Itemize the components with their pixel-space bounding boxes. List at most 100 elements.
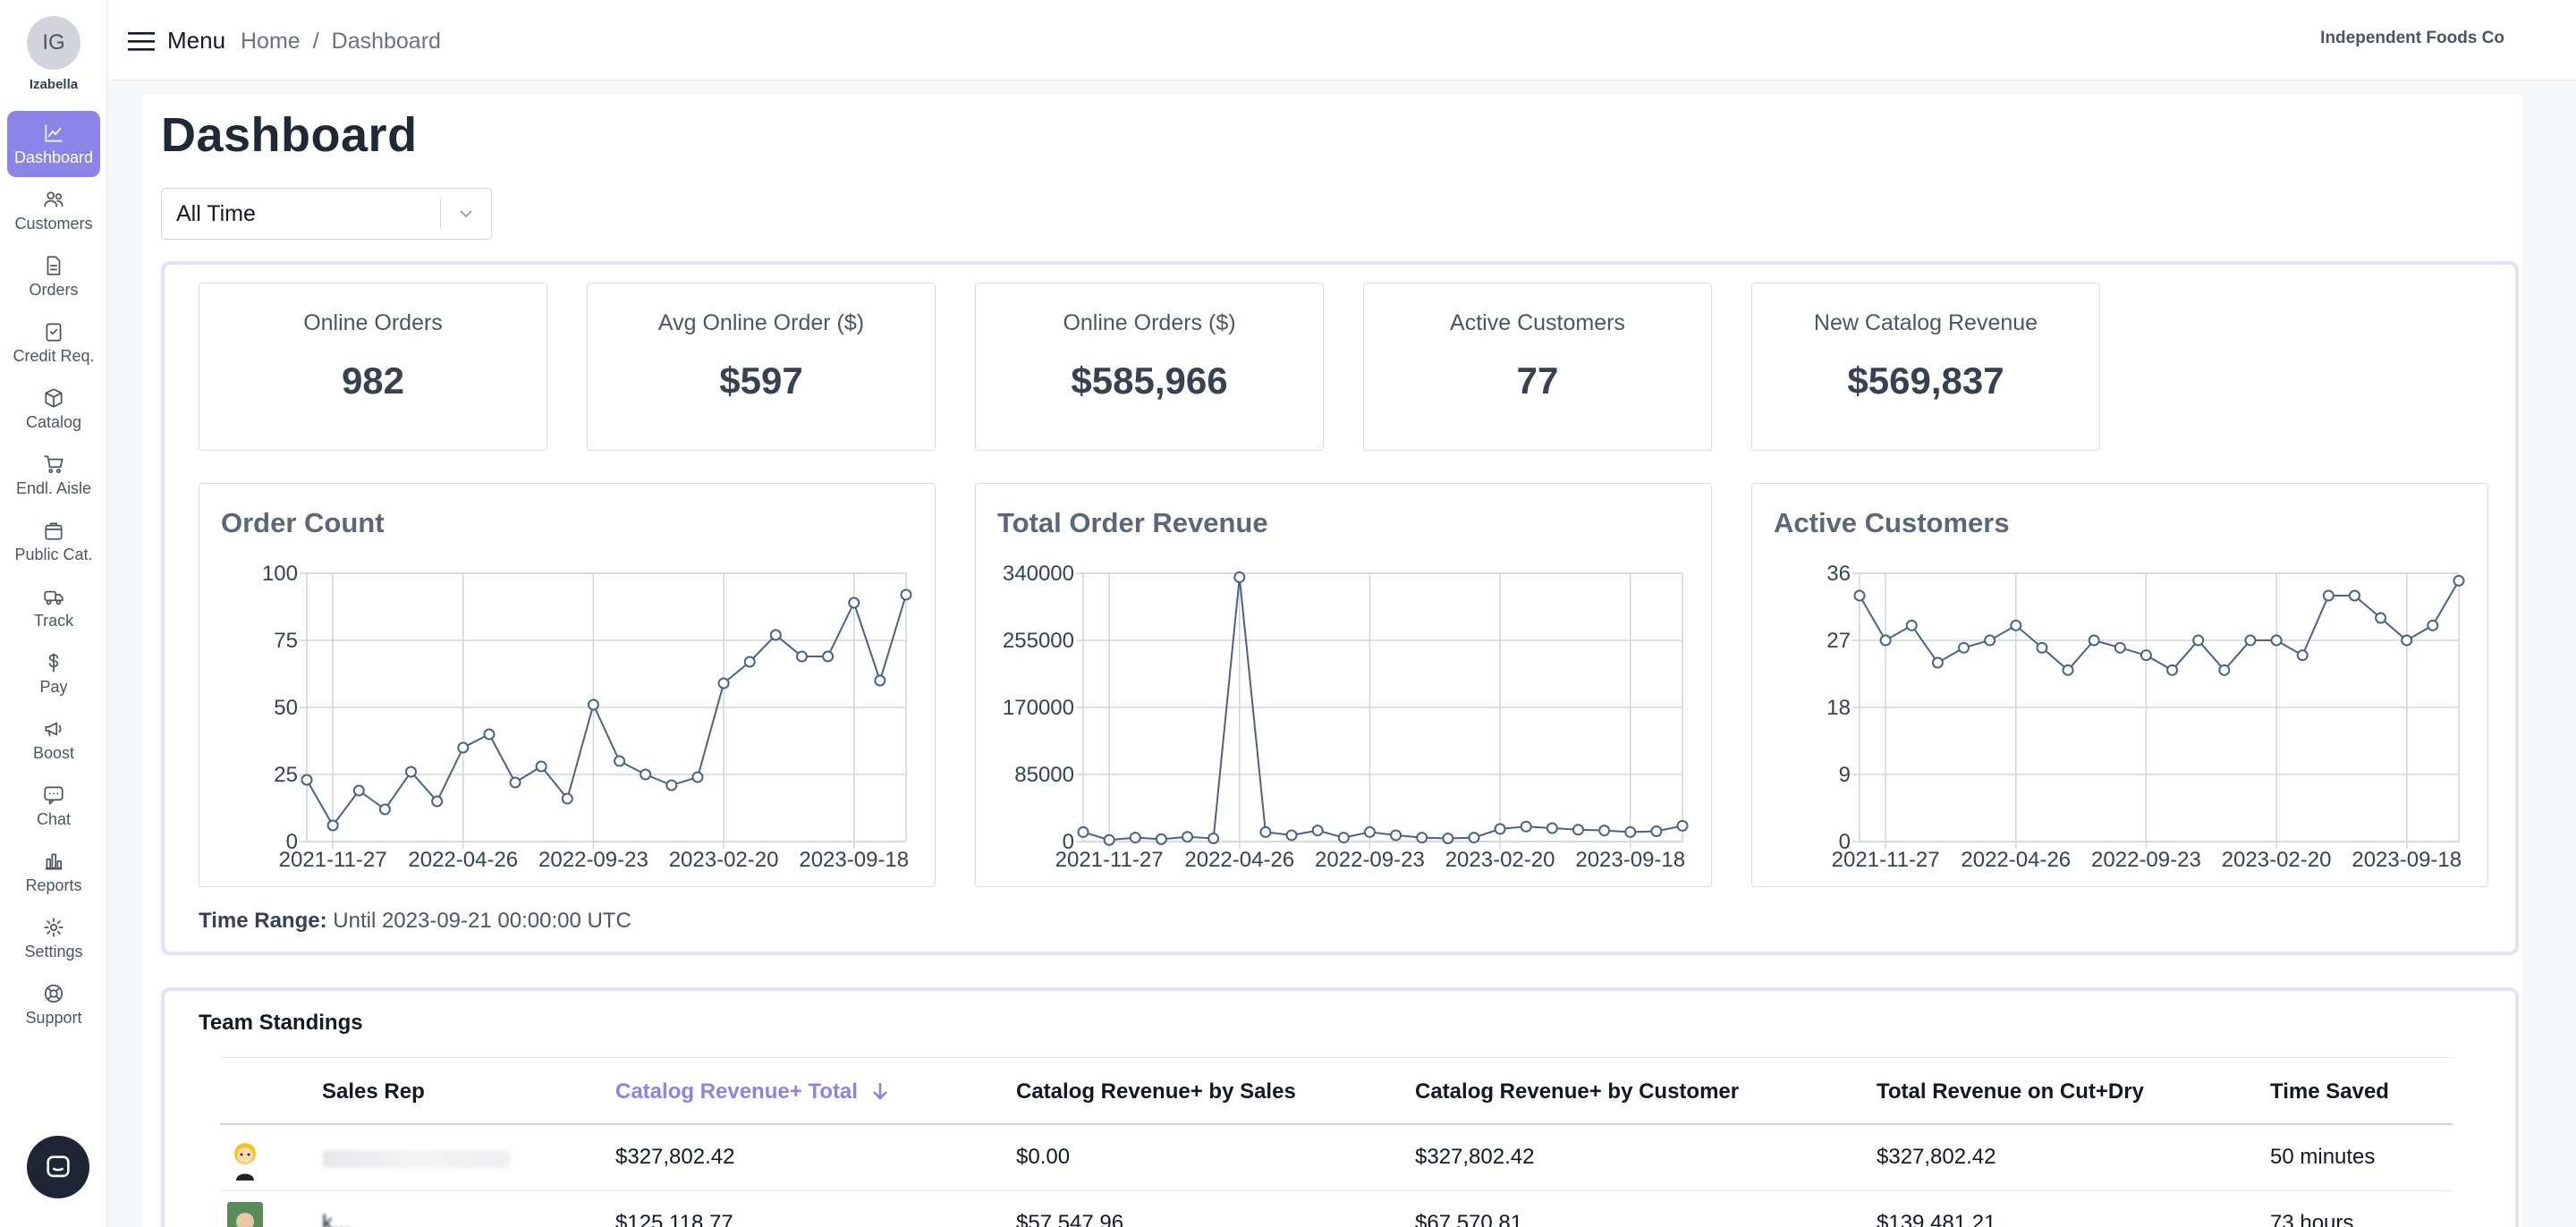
data-point[interactable]	[2036, 641, 2048, 654]
data-point[interactable]	[2244, 634, 2257, 647]
col-total-revenue-cutdry[interactable]: Total Revenue on Cut+Dry	[1877, 1079, 2144, 1104]
data-point[interactable]	[1442, 832, 1454, 844]
data-point[interactable]	[1363, 825, 1376, 838]
menu-button[interactable]: Menu	[128, 27, 225, 55]
data-point[interactable]	[1077, 825, 1089, 838]
data-point[interactable]	[691, 771, 704, 783]
data-point[interactable]	[2375, 612, 2387, 624]
sidebar-item-dashboard[interactable]: Dashboard	[7, 111, 100, 177]
data-point[interactable]	[2192, 634, 2205, 647]
col-catalog-revenue-by-customer[interactable]: Catalog Revenue+ by Customer	[1415, 1079, 1740, 1104]
data-point[interactable]	[1931, 656, 1944, 669]
data-point[interactable]	[1676, 819, 1689, 832]
data-point[interactable]	[1233, 571, 1246, 583]
data-point[interactable]	[1311, 825, 1324, 837]
data-point[interactable]	[1103, 834, 1115, 846]
data-point[interactable]	[640, 768, 652, 781]
data-point[interactable]	[1958, 641, 1970, 654]
chat-launcher-button[interactable]	[27, 1136, 89, 1198]
data-point[interactable]	[1494, 823, 1506, 835]
data-point[interactable]	[405, 766, 418, 778]
data-point[interactable]	[1879, 634, 1892, 647]
data-point[interactable]	[1905, 619, 1918, 631]
data-point[interactable]	[2114, 641, 2126, 654]
data-point[interactable]	[2270, 634, 2283, 647]
data-point[interactable]	[1259, 825, 1272, 838]
sidebar-item-reports[interactable]: Reports	[7, 839, 100, 905]
data-point[interactable]	[2296, 649, 2309, 662]
data-point[interactable]	[301, 774, 313, 786]
data-point[interactable]	[535, 760, 547, 773]
data-point[interactable]	[2088, 634, 2100, 647]
data-point[interactable]	[431, 795, 444, 808]
data-point[interactable]	[1520, 820, 1532, 833]
data-point[interactable]	[1390, 829, 1402, 842]
table-row[interactable]: $327,802.42 $0.00 $327,802.42 $327,802.42 50…	[220, 1125, 2453, 1191]
data-point[interactable]	[743, 656, 756, 668]
hamburger-icon	[128, 31, 155, 51]
data-point[interactable]	[378, 803, 391, 816]
sidebar-item-chat[interactable]: Chat	[7, 773, 100, 839]
col-time-saved[interactable]: Time Saved	[2270, 1079, 2389, 1104]
sidebar-item-endl-aisle[interactable]: Endl. Aisle	[7, 442, 100, 508]
col-catalog-revenue-by-sales[interactable]: Catalog Revenue+ by Sales	[1016, 1079, 1296, 1104]
sidebar-item-catalog[interactable]: Catalog	[7, 376, 100, 442]
sidebar-item-customers[interactable]: Customers	[7, 177, 100, 243]
data-point[interactable]	[326, 819, 339, 832]
data-point[interactable]	[848, 597, 860, 609]
data-point[interactable]	[614, 755, 626, 767]
data-point[interactable]	[1624, 825, 1637, 838]
data-point[interactable]	[1468, 832, 1480, 844]
sidebar-item-boost[interactable]: Boost	[7, 707, 100, 773]
time-range-select[interactable]: All Time	[161, 188, 492, 240]
sidebar-item-orders[interactable]: Orders	[7, 243, 100, 309]
col-sales-rep[interactable]: Sales Rep	[322, 1079, 425, 1104]
data-point[interactable]	[1650, 825, 1663, 838]
data-point[interactable]	[457, 741, 470, 754]
data-point[interactable]	[2010, 619, 2022, 631]
data-point[interactable]	[352, 784, 365, 797]
data-point[interactable]	[2322, 589, 2334, 602]
data-point[interactable]	[1984, 634, 1996, 647]
data-point[interactable]	[2401, 634, 2413, 647]
sidebar-item-public-cat[interactable]: Public Cat.	[7, 508, 100, 574]
sidebar-item-pay[interactable]: Pay	[7, 640, 100, 707]
data-point[interactable]	[1572, 824, 1584, 836]
table-row[interactable]: k... $125,118.77 $57,547.96 $67,570.81 $139,…	[220, 1191, 2453, 1227]
sidebar-item-credit-req[interactable]: Credit Req.	[7, 309, 100, 376]
data-point[interactable]	[2062, 664, 2074, 676]
data-point[interactable]	[1546, 822, 1558, 834]
data-point[interactable]	[1598, 825, 1611, 837]
data-point[interactable]	[1129, 832, 1141, 844]
data-point[interactable]	[2218, 664, 2231, 676]
data-point[interactable]	[2166, 664, 2179, 676]
breadcrumb-home[interactable]: Home	[241, 29, 301, 54]
data-point[interactable]	[769, 629, 782, 641]
sidebar-item-track[interactable]: Track	[7, 574, 100, 640]
user-avatar[interactable]: IG	[27, 16, 80, 70]
data-point[interactable]	[1155, 833, 1167, 845]
data-point[interactable]	[509, 776, 521, 789]
data-point[interactable]	[717, 677, 730, 690]
sidebar-item-settings[interactable]: Settings	[7, 905, 100, 971]
data-point[interactable]	[665, 779, 678, 791]
data-point[interactable]	[1416, 832, 1428, 844]
data-point[interactable]	[822, 650, 835, 663]
data-point[interactable]	[795, 650, 808, 663]
data-point[interactable]	[900, 588, 912, 601]
data-point[interactable]	[1337, 832, 1350, 844]
data-point[interactable]	[1182, 831, 1194, 843]
data-point[interactable]	[1208, 832, 1220, 844]
col-catalog-revenue-total[interactable]: Catalog Revenue+ Total	[615, 1079, 889, 1104]
data-point[interactable]	[2427, 619, 2439, 631]
data-point[interactable]	[2140, 649, 2152, 662]
data-point[interactable]	[587, 698, 599, 711]
data-point[interactable]	[1285, 829, 1298, 842]
data-point[interactable]	[2453, 574, 2465, 587]
data-point[interactable]	[483, 728, 496, 740]
data-point[interactable]	[2348, 589, 2360, 602]
sidebar-item-support[interactable]: Support	[7, 971, 100, 1037]
data-point[interactable]	[561, 792, 573, 805]
data-point[interactable]	[1853, 589, 1866, 602]
data-point[interactable]	[874, 674, 886, 687]
